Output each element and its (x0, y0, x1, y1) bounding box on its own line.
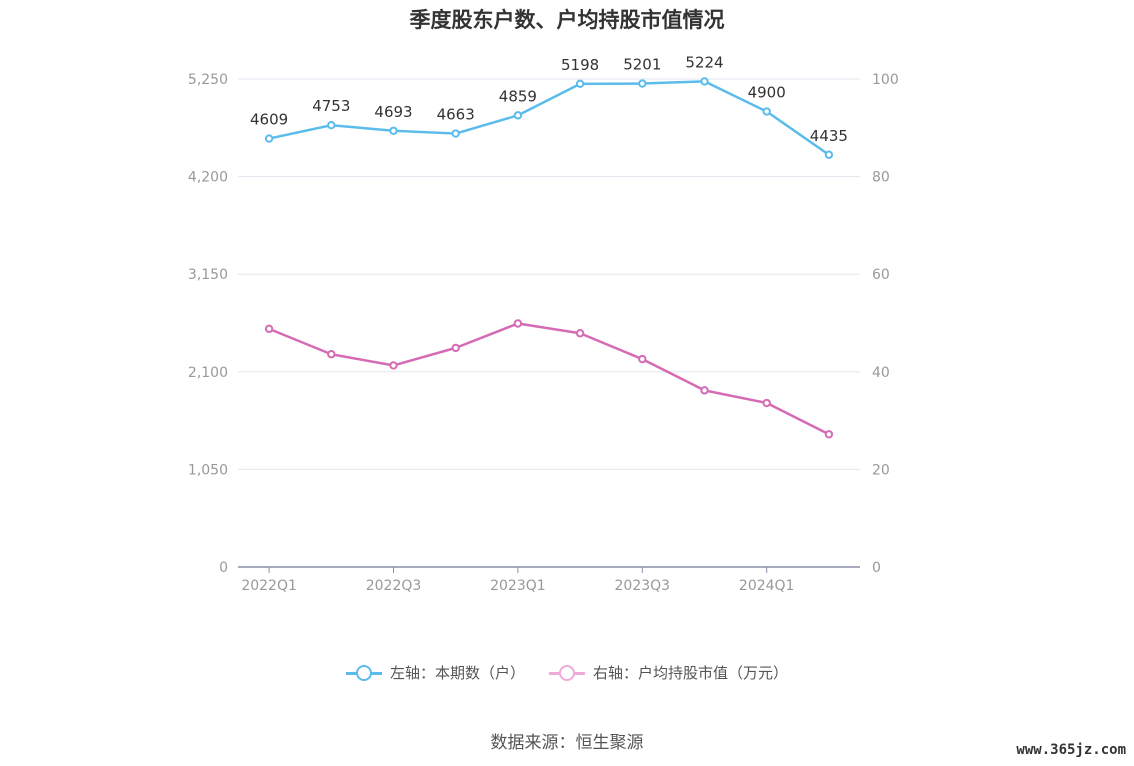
data-label: 4609 (250, 111, 288, 129)
right-axis-tick-label: 60 (872, 267, 890, 283)
right-axis-tick-label: 80 (872, 170, 890, 186)
legend-item-right-series[interactable]: 右轴：户均持股市值（万元） (549, 662, 788, 683)
data-point (700, 386, 709, 395)
chart-title: 季度股东户数、户均持股市值情况 (409, 8, 725, 32)
legend-line-icon (345, 664, 382, 681)
data-point (389, 361, 398, 370)
axes: 0 0 1,050 20 2,100 40 3,150 60 4,200 80 5,250 100 20… (188, 72, 899, 594)
data-point (513, 111, 523, 120)
grid-lines (238, 78, 860, 470)
legend-label-left: 左轴：本期数（户） (389, 664, 525, 682)
x-axis-tick-label: 2022Q3 (366, 578, 422, 594)
data-point (264, 324, 274, 334)
data-point (575, 329, 585, 338)
data-point (389, 126, 398, 135)
legend-label-right: 右轴：户均持股市值（万元） (593, 664, 789, 682)
data-point (513, 319, 523, 328)
data-label: 4693 (374, 103, 412, 121)
left-axis-tick-label: 0 (219, 560, 228, 576)
right-axis-tick-label: 0 (872, 560, 881, 576)
legend: 左轴：本期数（户） 右轴：户均持股市值（万元） (0, 662, 1134, 683)
series-line-avg-holding-value (268, 322, 830, 436)
left-axis-tick-label: 5,250 (188, 72, 228, 88)
series-line-shareholders (268, 80, 830, 156)
right-axis-tick-label: 100 (872, 72, 899, 88)
watermark: www.365jz.com (1016, 742, 1126, 758)
chart-canvas: 0 0 1,050 20 2,100 40 3,150 60 4,200 80 5,250 100 20… (188, 53, 899, 594)
data-source: 数据来源：恒生聚源 (490, 733, 644, 753)
data-point (762, 107, 771, 116)
data-label: 5198 (561, 56, 599, 74)
data-label: 4663 (437, 106, 475, 124)
legend-line-icon (549, 664, 585, 681)
data-label: 4435 (810, 127, 848, 145)
left-axis-tick-label: 3,150 (188, 267, 228, 283)
data-label: 4859 (499, 87, 537, 105)
left-axis-tick-label: 4,200 (188, 170, 228, 186)
right-axis-tick-label: 20 (872, 462, 890, 478)
x-axis-tick-label: 2022Q1 (241, 578, 297, 594)
data-point (638, 79, 647, 88)
x-axis-tick-label: 2024Q1 (739, 578, 795, 594)
data-point (451, 129, 460, 138)
legend-item-left-series[interactable]: 左轴：本期数（户） (345, 662, 525, 683)
data-point (575, 79, 585, 89)
left-axis-tick-label: 2,100 (188, 365, 228, 381)
data-point (327, 350, 336, 359)
right-axis-tick-label: 40 (872, 365, 890, 381)
x-axis-tick-label: 2023Q1 (490, 578, 546, 594)
series-layer (264, 77, 834, 439)
data-point (762, 398, 771, 408)
data-point (700, 77, 709, 86)
data-label: 5224 (685, 53, 723, 71)
data-labels: 4609 4753 4693 4663 4859 5198 5201 5224 4900 4435 (250, 53, 848, 144)
x-axis-tick-label: 2023Q3 (615, 578, 671, 594)
data-label: 4900 (748, 84, 786, 102)
data-label: 4753 (312, 97, 350, 115)
data-point (824, 150, 834, 159)
data-point (451, 343, 460, 353)
data-point (327, 120, 336, 130)
data-point (638, 354, 647, 364)
left-axis-tick-label: 1,050 (188, 462, 228, 478)
data-point (824, 430, 834, 439)
data-label: 5201 (623, 56, 661, 74)
data-point (264, 134, 274, 143)
